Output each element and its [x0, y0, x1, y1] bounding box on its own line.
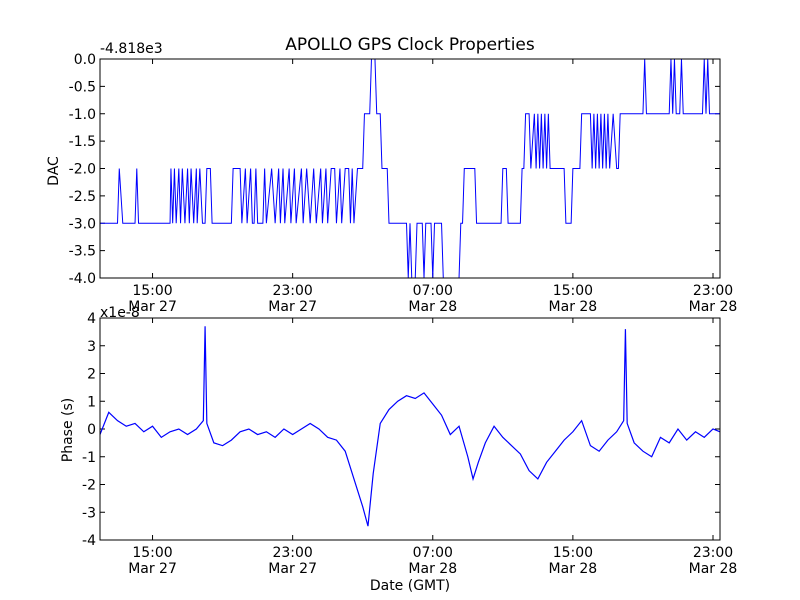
dac-panel: -4.818e3 DAC 0.0 -0.5 -1.0 -1.5 -2.0 -2.5 -3.0…	[46, 41, 737, 315]
phase-offset-text: x1e-8	[100, 305, 140, 321]
phase-x-tick-date-label: Mar 27	[128, 561, 177, 577]
dac-y-tick-label: -3.0	[69, 216, 96, 232]
dac-x-tick-time-label: 15:00	[132, 283, 172, 299]
phase-y-tick-label: 2	[87, 367, 96, 383]
phase-y-tick-label: -4	[82, 533, 96, 549]
phase-x-tick-date-label: Mar 28	[549, 561, 598, 577]
dac-axes-frame	[99, 58, 721, 279]
dac-x-tick-date-label: Mar 27	[268, 299, 317, 315]
dac-y-tick-label: -0.5	[69, 79, 96, 95]
dac-y-tick-label: -1.5	[69, 134, 96, 150]
phase-y-tick-label: -3	[82, 505, 96, 521]
dac-y-tick-label: -1.0	[69, 107, 96, 123]
dac-series-line-0	[100, 58, 720, 279]
dac-x-tick-date-label: Mar 28	[689, 299, 738, 315]
dac-y-axis-label: DAC	[46, 156, 62, 186]
phase-y-tick-label: -1	[82, 450, 96, 466]
phase-x-tick-time-label: 15:00	[132, 545, 172, 561]
phase-x-tick-time-label: 15:00	[553, 545, 593, 561]
x-axis-label: Date (GMT)	[370, 578, 450, 594]
phase-y-tick-label: 0	[87, 422, 96, 438]
dac-plot-area	[100, 58, 720, 279]
phase-x-tick-time-label: 23:00	[693, 545, 733, 561]
phase-x-tick-time-label: 07:00	[413, 545, 453, 561]
dac-offset-text: -4.818e3	[100, 41, 163, 57]
phase-y-tick-label: 3	[87, 339, 96, 355]
phase-x-tick-date-label: Mar 28	[689, 561, 738, 577]
dac-y-tick-label: -2.5	[69, 189, 96, 205]
dac-x-tick-time-label: 23:00	[272, 283, 312, 299]
phase-axes-frame	[99, 317, 721, 541]
chart-title: APOLLO GPS Clock Properties	[285, 35, 535, 55]
phase-y-axis-label: Phase (s)	[60, 398, 76, 462]
dac-x-tick-time-label: 07:00	[413, 283, 453, 299]
phase-x-tick-date-label: Mar 27	[268, 561, 317, 577]
phase-y-tick-label: -2	[82, 478, 96, 494]
dac-x-tick-date-label: Mar 27	[128, 299, 177, 315]
dac-x-tick-date-label: Mar 28	[408, 299, 457, 315]
dac-ticks: 0.0 -0.5 -1.0 -1.5 -2.0 -2.5 -3.0 -3.5 -4.0 15:00…	[69, 52, 738, 315]
dac-y-tick-label: -3.5	[69, 244, 96, 260]
dac-x-tick-date-label: Mar 28	[549, 299, 598, 315]
phase-plot-area	[99, 326, 721, 527]
phase-y-tick-label: 1	[87, 394, 96, 410]
dac-y-tick-label: -4.0	[69, 271, 96, 287]
phase-x-tick-time-label: 23:00	[272, 545, 312, 561]
dac-y-tick-label: -2.0	[69, 162, 96, 178]
dac-y-tick-label: 0.0	[74, 52, 96, 68]
dac-x-tick-time-label: 15:00	[553, 283, 593, 299]
phase-x-tick-date-label: Mar 28	[408, 561, 457, 577]
dac-x-tick-time-label: 23:00	[693, 283, 733, 299]
phase-series-line-0	[99, 326, 721, 527]
phase-y-tick-label: 4	[87, 311, 96, 327]
